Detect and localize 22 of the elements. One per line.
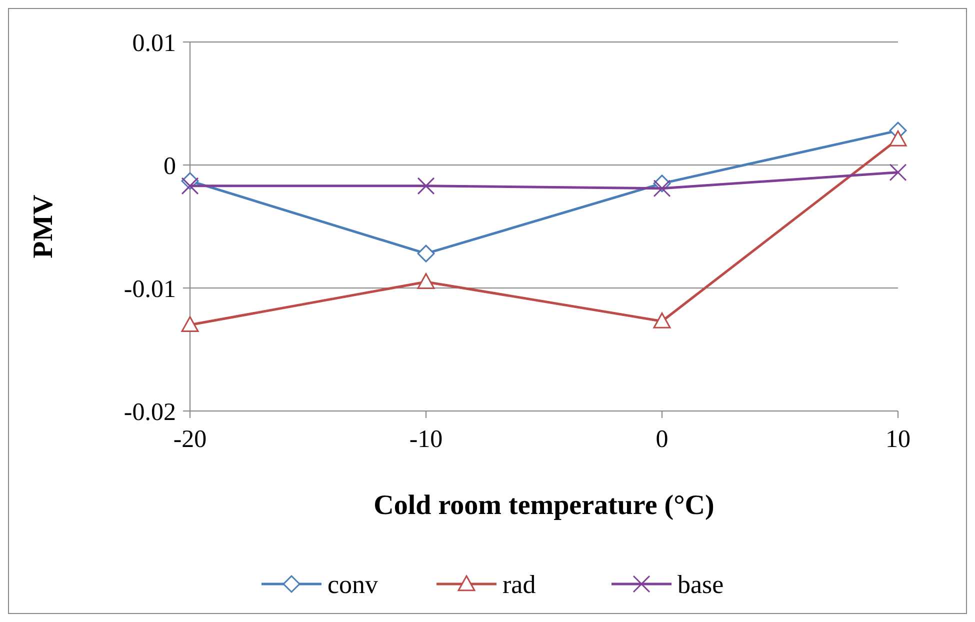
- point: [417, 244, 435, 262]
- point: [181, 177, 199, 195]
- legend-label: base: [678, 570, 724, 600]
- y-tick-label: -0.02: [124, 398, 176, 426]
- point: [889, 164, 907, 182]
- legend-label: rad: [502, 570, 536, 600]
- point: [417, 177, 435, 195]
- y-tick-label: -0.01: [124, 276, 176, 303]
- x-tick-label: 10: [886, 426, 910, 453]
- point: [653, 180, 671, 198]
- x-tick-label: -20: [173, 426, 207, 453]
- x-tick-label: -10: [409, 426, 443, 453]
- point: [181, 316, 199, 332]
- y-tick-label: 0: [164, 152, 176, 180]
- x-tick-label: 0: [656, 426, 668, 453]
- legend-label: conv: [328, 570, 378, 600]
- y-axis-title: PMV: [28, 194, 59, 258]
- x-axis-title: Cold room temperature (°C): [374, 490, 714, 521]
- point: [417, 273, 435, 289]
- point: [889, 130, 907, 146]
- point: [653, 312, 671, 328]
- y-tick-label: 0.01: [132, 30, 176, 57]
